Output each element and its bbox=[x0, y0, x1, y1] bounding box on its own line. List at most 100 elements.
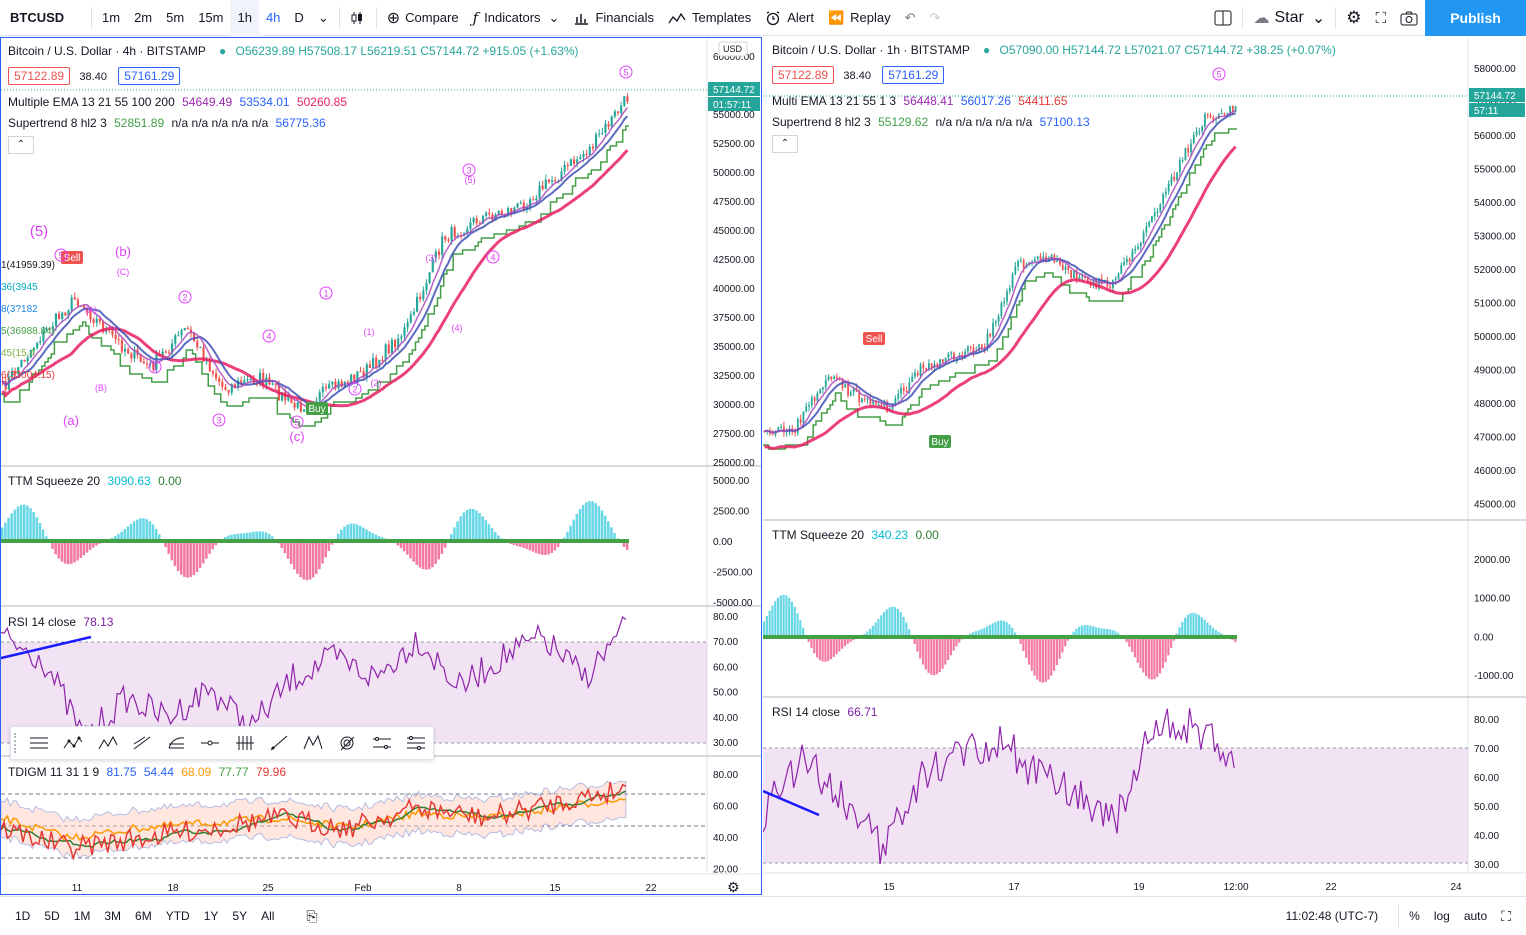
interval-5m[interactable]: 5m bbox=[166, 10, 185, 25]
right-chart-title[interactable]: Bitcoin / U.S. Dollar · 1h · BITSTAMP bbox=[772, 43, 970, 57]
right-squeeze-legend[interactable]: TTM Squeeze 20 340.23 0.00 bbox=[772, 528, 939, 542]
interval-dropdown-icon[interactable]: ⌄ bbox=[317, 9, 329, 25]
left-chart-pane[interactable]: 60000.0057500.0055000.0052500.0050000.00… bbox=[0, 37, 762, 895]
bid-price-badge[interactable]: 57122.89 bbox=[8, 67, 71, 85]
candle-body bbox=[588, 146, 591, 155]
drag-handle[interactable] bbox=[14, 733, 22, 753]
collapse-legend-button[interactable]: ⌃ bbox=[772, 135, 798, 153]
interval-1m[interactable]: 1m bbox=[102, 10, 121, 25]
range-1y[interactable]: 1Y bbox=[203, 909, 219, 923]
interval-15m[interactable]: 15m bbox=[198, 10, 224, 25]
range-5d[interactable]: 5D bbox=[44, 909, 60, 923]
range-all[interactable]: All bbox=[261, 909, 275, 923]
range-1m[interactable]: 1M bbox=[73, 909, 91, 923]
squeeze-bar bbox=[899, 612, 902, 637]
fullscreen-icon[interactable]: ⛶ bbox=[1375, 9, 1386, 27]
fullscreen-corners-icon[interactable]: ⛶ bbox=[1501, 907, 1511, 924]
left-supertrend-legend[interactable]: Supertrend 8 hl2 3 52851.89 n/a n/a n/a … bbox=[8, 116, 326, 130]
left-squeeze-legend[interactable]: TTM Squeeze 20 3090.63 0.00 bbox=[8, 474, 181, 488]
collapse-legend-button[interactable]: ⌃ bbox=[8, 136, 34, 154]
parallel-channel-icon[interactable] bbox=[365, 726, 399, 760]
left-ema-legend[interactable]: Multiple EMA 13 21 55 100 200 54649.49 5… bbox=[8, 95, 347, 109]
ask-price-badge[interactable]: 57161.29 bbox=[118, 67, 181, 85]
vertical-lines-icon[interactable] bbox=[227, 726, 261, 760]
bid-price-badge[interactable]: 57122.89 bbox=[772, 66, 835, 84]
squeeze-bar bbox=[896, 608, 900, 637]
interval-d[interactable]: D bbox=[294, 10, 304, 25]
candle-body bbox=[70, 297, 73, 311]
ray-icon[interactable] bbox=[262, 726, 296, 760]
clock-time[interactable]: 11:02:48 (UTC-7) bbox=[1285, 909, 1379, 923]
right-chart-canvas[interactable]: 58000.0057000.0056000.0055000.0054000.00… bbox=[763, 37, 1526, 895]
templates-button[interactable]: Templates bbox=[661, 0, 758, 36]
compare-button[interactable]: ⊕ Compare bbox=[380, 0, 466, 36]
trend-line-icon[interactable] bbox=[125, 726, 159, 760]
time-tick-label: 22 bbox=[645, 883, 657, 894]
replay-button[interactable]: ⏪ Replay bbox=[821, 0, 898, 36]
squeeze-bar bbox=[183, 541, 186, 577]
percent-toggle[interactable]: % bbox=[1409, 909, 1420, 923]
squeeze-bar bbox=[13, 509, 17, 541]
price-tick-label: 53000.00 bbox=[1474, 232, 1516, 243]
range-3m[interactable]: 3M bbox=[104, 909, 122, 923]
candle-body bbox=[1006, 291, 1008, 302]
settings-gear-icon[interactable]: ⚙ bbox=[1346, 8, 1362, 27]
star-label: Star bbox=[1274, 9, 1304, 26]
right-ema-legend[interactable]: Multi EMA 13 21 55 1 3 56448.41 56017.26… bbox=[772, 94, 1067, 108]
interval-1h[interactable]: 1h bbox=[230, 0, 259, 36]
left-bid-ask: 57122.89 38.40 57161.29 bbox=[8, 67, 186, 85]
squeeze-bar bbox=[230, 534, 233, 541]
last-price-badge bbox=[1469, 88, 1525, 102]
indicators-button[interactable]: ƒ Indicators ⌄ bbox=[466, 0, 567, 36]
financials-button[interactable]: Financials bbox=[566, 0, 661, 36]
auto-toggle[interactable]: auto bbox=[1463, 909, 1488, 923]
range-ytd[interactable]: YTD bbox=[165, 909, 190, 923]
layout-icon[interactable] bbox=[1207, 0, 1239, 36]
camera-icon[interactable] bbox=[1393, 0, 1425, 36]
redo-icon[interactable]: ↷ bbox=[929, 9, 941, 25]
range-5y[interactable]: 5Y bbox=[232, 909, 248, 923]
squeeze-bar bbox=[958, 637, 961, 643]
chart-type-button[interactable] bbox=[343, 0, 373, 36]
left-rsi-legend[interactable]: RSI 14 close 78.13 bbox=[8, 615, 113, 629]
squeeze-tick-label: -2500.00 bbox=[713, 568, 753, 579]
squeeze-bar bbox=[1103, 628, 1106, 637]
xabcd-pattern-icon[interactable] bbox=[296, 726, 330, 760]
candle-body bbox=[582, 153, 585, 158]
candle-body bbox=[20, 359, 23, 368]
right-chart-pane[interactable]: 58000.0057000.0056000.0055000.0054000.00… bbox=[763, 37, 1526, 895]
symbol-search[interactable]: BTCUSD bbox=[10, 10, 65, 25]
horizontal-ray-icon[interactable] bbox=[193, 726, 227, 760]
fib-retracement-icon[interactable] bbox=[159, 726, 193, 760]
range-6m[interactable]: 6M bbox=[135, 909, 152, 923]
right-rsi-legend[interactable]: RSI 14 close 66.71 bbox=[772, 705, 877, 719]
star-button[interactable]: ☁ Star ⌄ bbox=[1246, 0, 1332, 36]
alert-button[interactable]: Alert bbox=[758, 0, 821, 36]
date-range-icon[interactable]: ⎘ bbox=[306, 907, 318, 924]
squeeze-bar bbox=[765, 616, 768, 637]
squeeze-bar bbox=[296, 541, 299, 574]
interval-2m[interactable]: 2m bbox=[134, 10, 153, 25]
range-1d[interactable]: 1D bbox=[15, 909, 31, 923]
measure-lines-icon[interactable] bbox=[399, 726, 433, 760]
horizontal-lines-icon[interactable] bbox=[22, 726, 56, 760]
candle-body bbox=[861, 398, 863, 403]
interval-4h[interactable]: 4h bbox=[265, 10, 281, 25]
bottom-toolbar: 1D 5D 1M 3M 6M YTD 1Y 5Y All ⎘ 11:02:48 … bbox=[0, 896, 1526, 935]
wave-label: (2) bbox=[371, 378, 382, 388]
wave-pattern-icon[interactable] bbox=[56, 726, 90, 760]
left-chart-title[interactable]: Bitcoin / U.S. Dollar · 4h · BITSTAMP bbox=[8, 44, 206, 58]
left-tdi-legend[interactable]: TDIGM 11 31 1 9 81.75 54.44 68.09 77.77 … bbox=[8, 765, 286, 779]
right-supertrend-legend[interactable]: Supertrend 8 hl2 3 55129.62 n/a n/a n/a … bbox=[772, 115, 1090, 129]
candle-body bbox=[406, 322, 409, 328]
candle-body bbox=[872, 400, 875, 405]
elliott-wave-icon[interactable] bbox=[90, 726, 124, 760]
log-toggle[interactable]: log bbox=[1433, 909, 1450, 923]
candle-body bbox=[930, 363, 933, 368]
ask-price-badge[interactable]: 57161.29 bbox=[882, 66, 945, 84]
squeeze-bar bbox=[60, 541, 64, 562]
gann-fan-icon[interactable] bbox=[330, 726, 364, 760]
squeeze-bar bbox=[82, 541, 86, 556]
publish-button[interactable]: Publish bbox=[1425, 0, 1526, 36]
undo-icon[interactable]: ↶ bbox=[904, 9, 916, 25]
